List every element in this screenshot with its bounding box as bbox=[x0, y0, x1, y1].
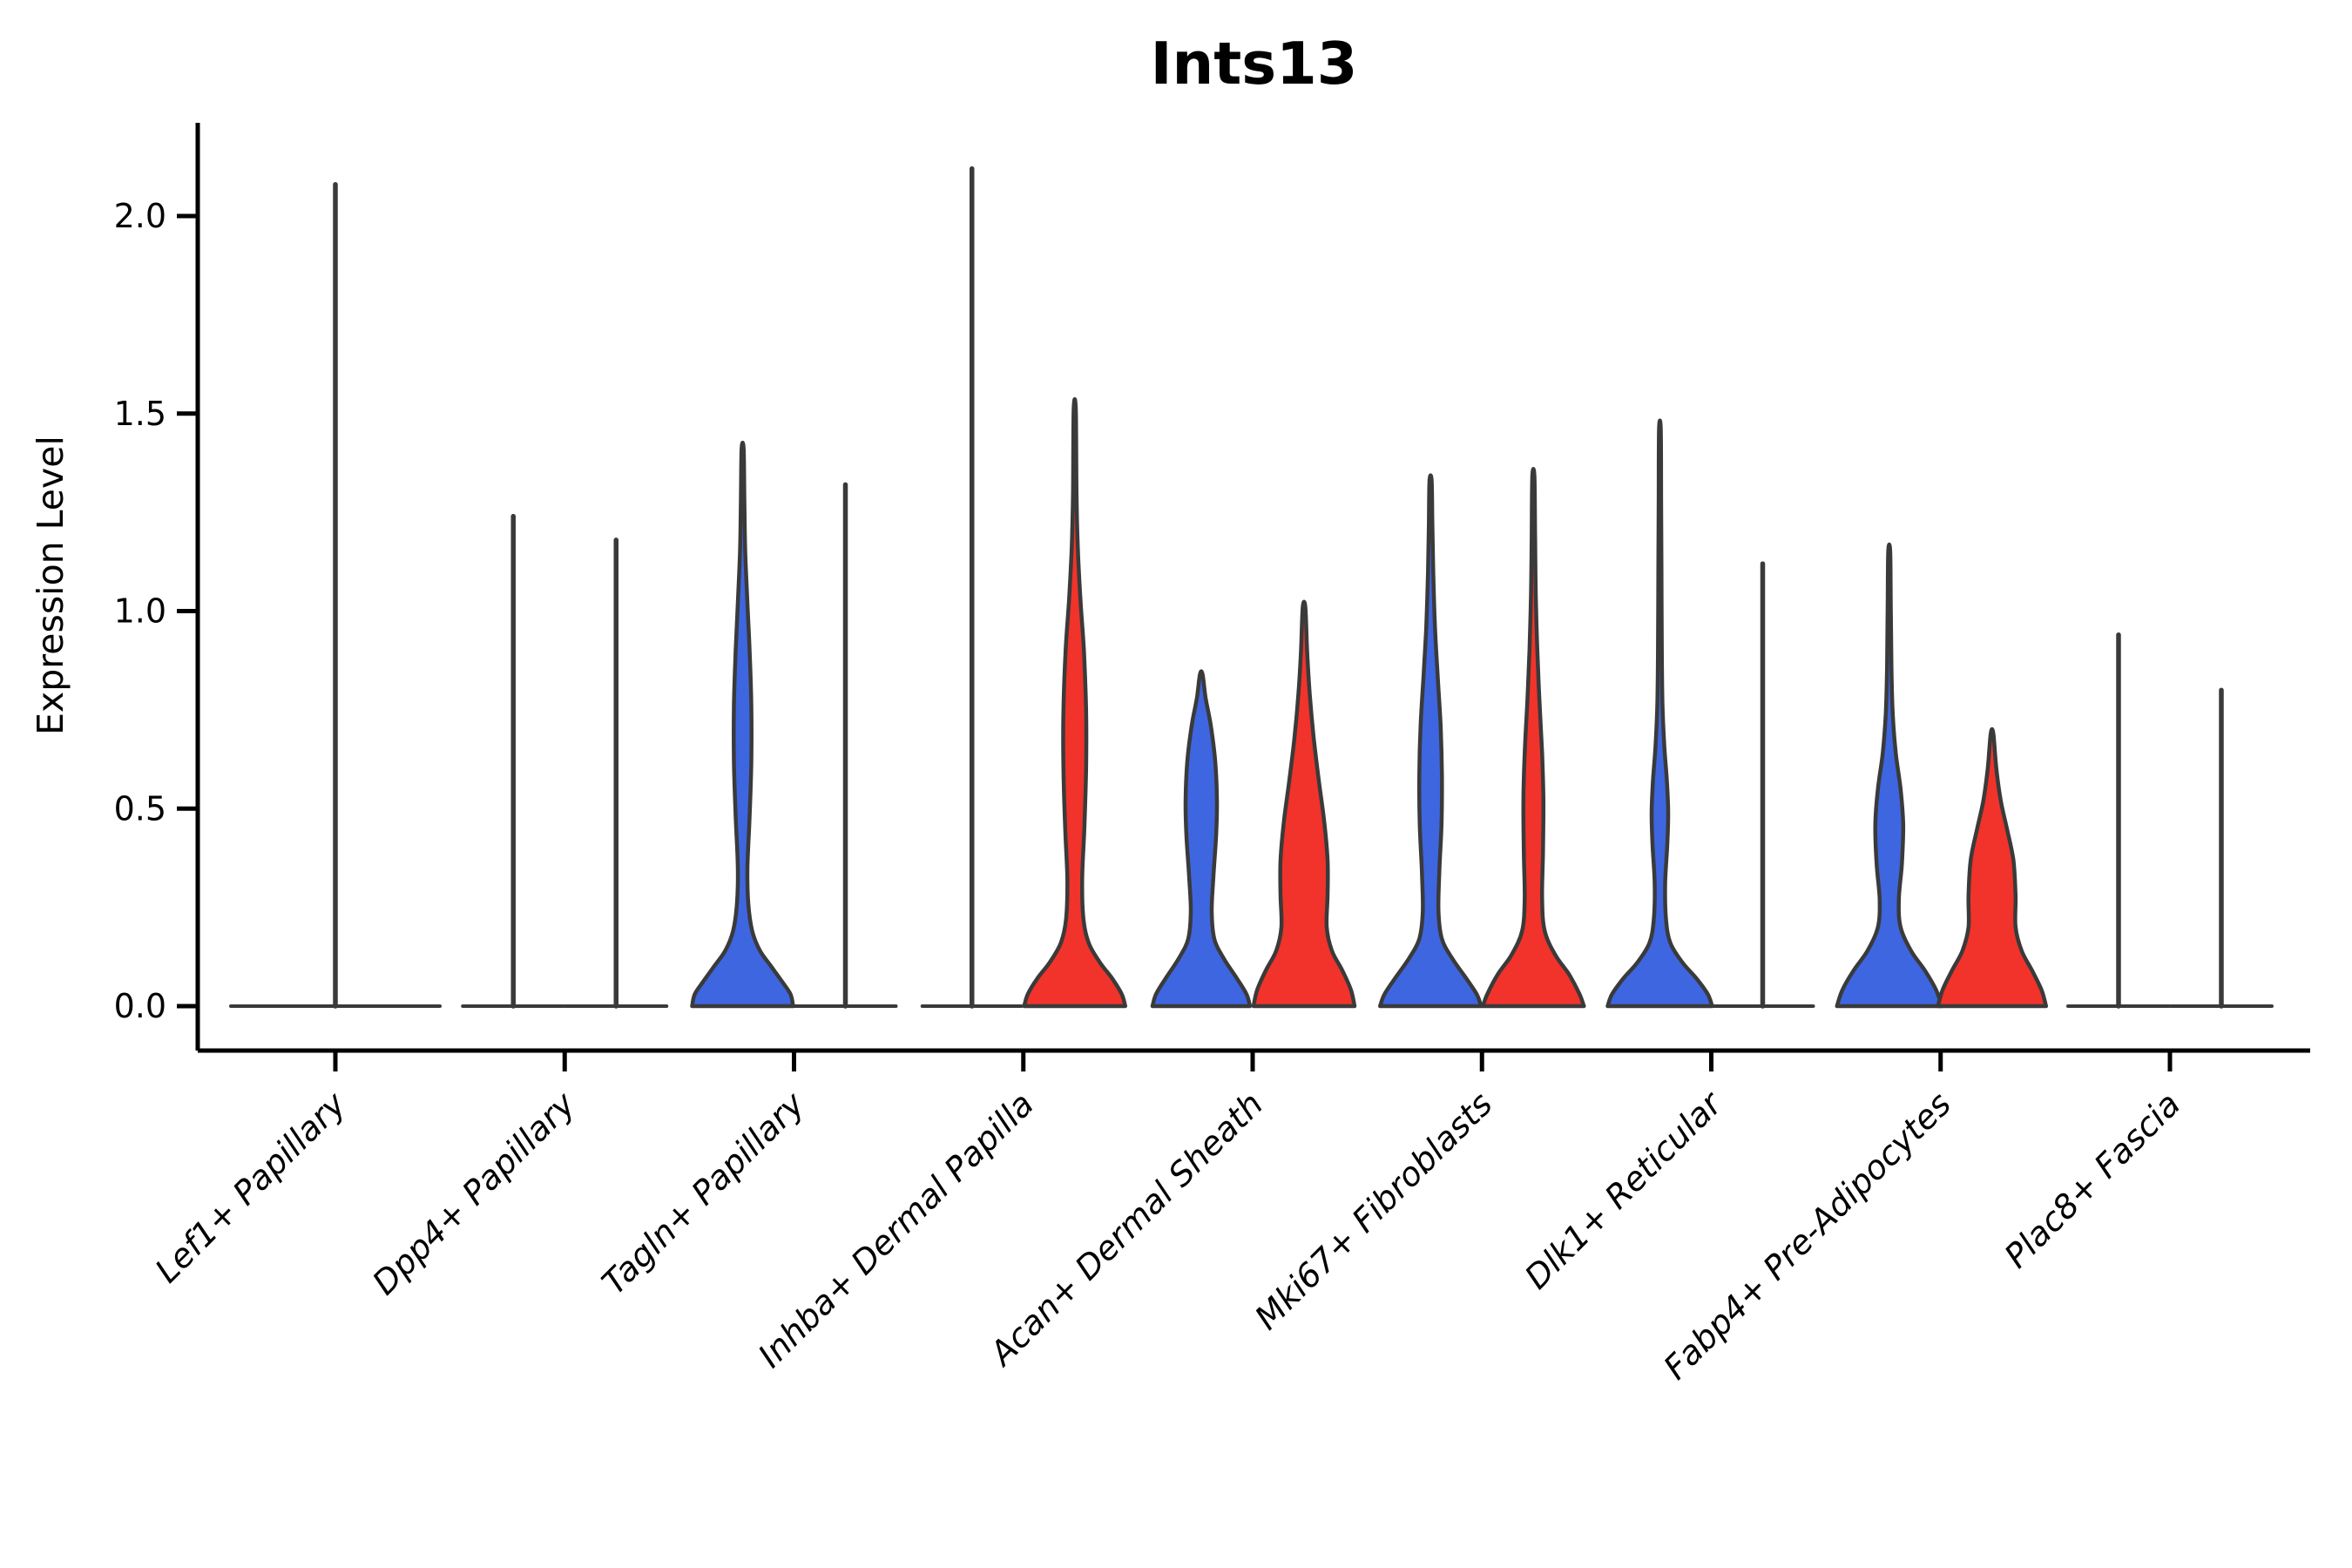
violin-5-left bbox=[1378, 473, 1484, 1009]
x-axis-tick-label: Tagln+ Papillary bbox=[595, 1085, 813, 1302]
x-axis-tick-label: Dpp4+ Papillary bbox=[365, 1085, 583, 1302]
x-axis-tick-label: Dlk1+ Reticular bbox=[1517, 1084, 1731, 1297]
violin-8-left bbox=[2066, 632, 2171, 1009]
violin-5-right bbox=[1481, 466, 1586, 1009]
violin-body bbox=[1835, 542, 1944, 1009]
violin-3-right bbox=[1022, 397, 1128, 1009]
chart-title: Ints13 bbox=[1150, 30, 1358, 98]
violin-body bbox=[1605, 418, 1714, 1009]
violin-0-center bbox=[229, 181, 442, 1009]
violin-body bbox=[1251, 599, 1357, 1009]
violin-7-right bbox=[1936, 727, 2049, 1009]
y-axis-tick-label: 2.0 bbox=[114, 197, 166, 235]
x-axis-tick-label: Lef1+ Papillary bbox=[148, 1085, 354, 1290]
violin-1-right bbox=[564, 537, 669, 1009]
violin-3-left bbox=[920, 166, 1024, 1009]
violin-body bbox=[1481, 466, 1586, 1009]
x-axis-tick-label: Plac8+ Fascia bbox=[1997, 1085, 2188, 1275]
violin-8-right bbox=[2169, 687, 2274, 1009]
violin-body bbox=[1022, 397, 1128, 1009]
violin-4-left bbox=[1150, 669, 1253, 1009]
violin-4-right bbox=[1251, 599, 1357, 1009]
y-axis-tick-label: 0.5 bbox=[114, 789, 166, 828]
violin-body bbox=[1378, 473, 1484, 1009]
y-axis-tick-label: 1.5 bbox=[114, 395, 166, 433]
violin-1-left bbox=[461, 513, 566, 1009]
y-axis-tick-label: 1.0 bbox=[114, 592, 166, 631]
x-axis-tick-label: Mki67+ Fibroblasts bbox=[1247, 1085, 1500, 1337]
violin-6-left bbox=[1605, 418, 1714, 1009]
y-axis-tick-label: 0.0 bbox=[114, 987, 166, 1025]
violin-7-left bbox=[1835, 542, 1944, 1009]
violin-body bbox=[1150, 669, 1253, 1009]
violin-6-right bbox=[1710, 561, 1815, 1009]
violin-body bbox=[690, 440, 795, 1009]
violin-body bbox=[1936, 727, 2049, 1009]
violin-2-right bbox=[793, 482, 898, 1009]
violin-2-left bbox=[690, 440, 795, 1009]
